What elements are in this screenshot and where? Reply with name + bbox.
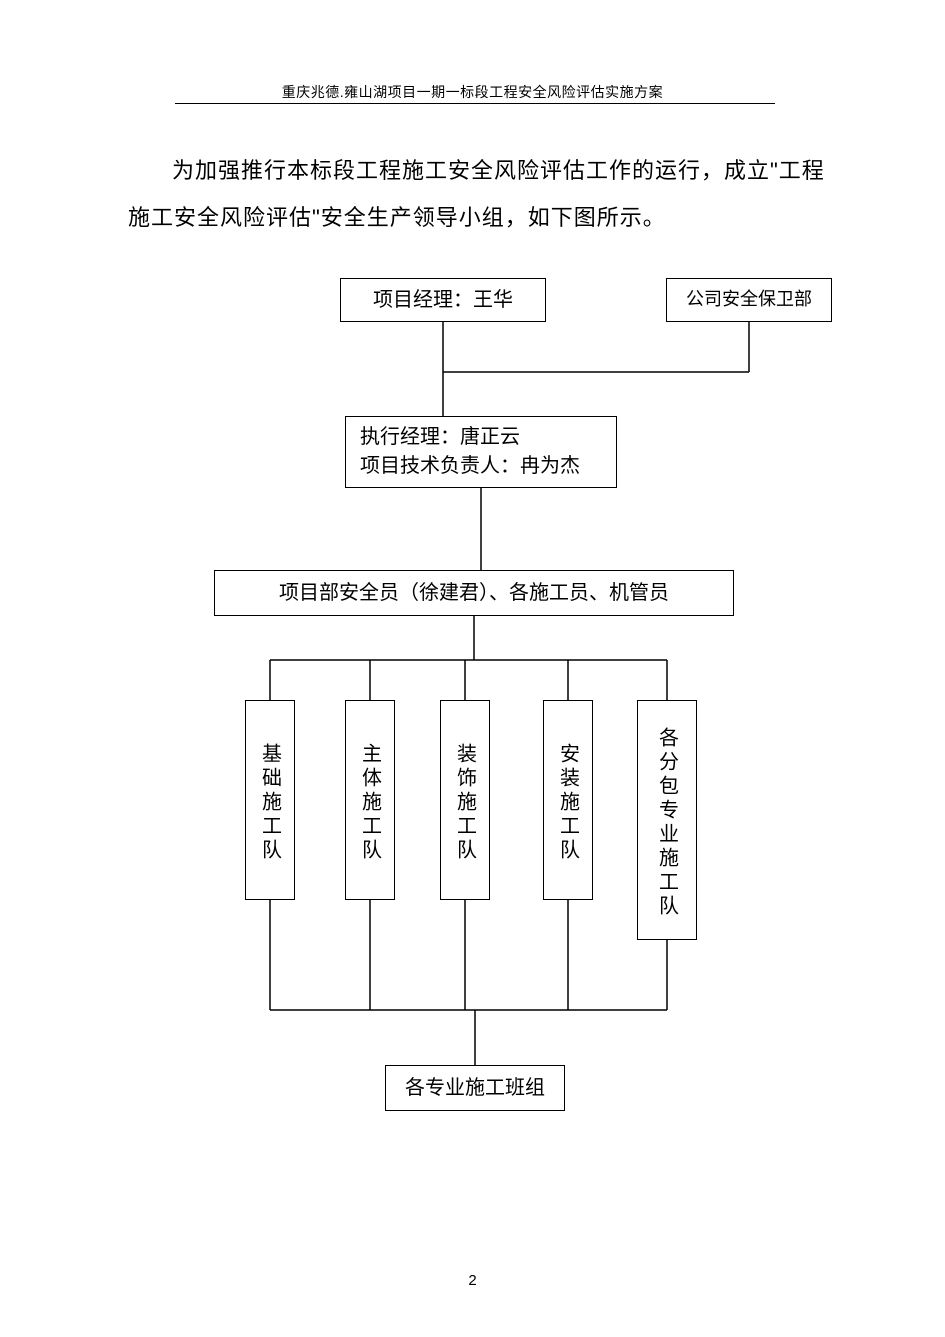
node-label: 各专业施工班组 [395,1068,555,1108]
node-label: 项目经理：王华 [363,280,523,320]
team-main-structure: 主体施工队 [345,700,395,900]
exec-line-2: 项目技术负责人：冉为杰 [360,455,580,477]
team-subcontract: 各分包专业施工队 [637,700,697,940]
team-installation: 安装施工队 [543,700,593,900]
node-label: 公司安全保卫部 [676,281,822,318]
team-decoration: 装饰施工队 [440,700,490,900]
node-work-groups: 各专业施工班组 [385,1065,565,1111]
page-number: 2 [0,1272,945,1289]
node-safety-officer: 项目部安全员（徐建君）、各施工员、机管员 [214,570,734,616]
header-underline [175,103,775,104]
intro-paragraph: 为加强推行本标段工程施工安全风险评估工作的运行，成立"工程施工安全风险评估"安全… [128,147,833,242]
team-foundation: 基础施工队 [245,700,295,900]
node-label: 执行经理：唐正云 项目技术负责人：冉为杰 [346,415,594,489]
node-label: 项目部安全员（徐建君）、各施工员、机管员 [269,573,679,613]
exec-line-1: 执行经理：唐正云 [360,426,520,448]
node-project-manager: 项目经理：王华 [340,278,546,322]
node-security-dept: 公司安全保卫部 [666,278,832,322]
page-header: 重庆兆德.雍山湖项目一期一标段工程安全风险评估实施方案 [0,82,945,102]
node-exec-manager: 执行经理：唐正云 项目技术负责人：冉为杰 [345,416,617,488]
